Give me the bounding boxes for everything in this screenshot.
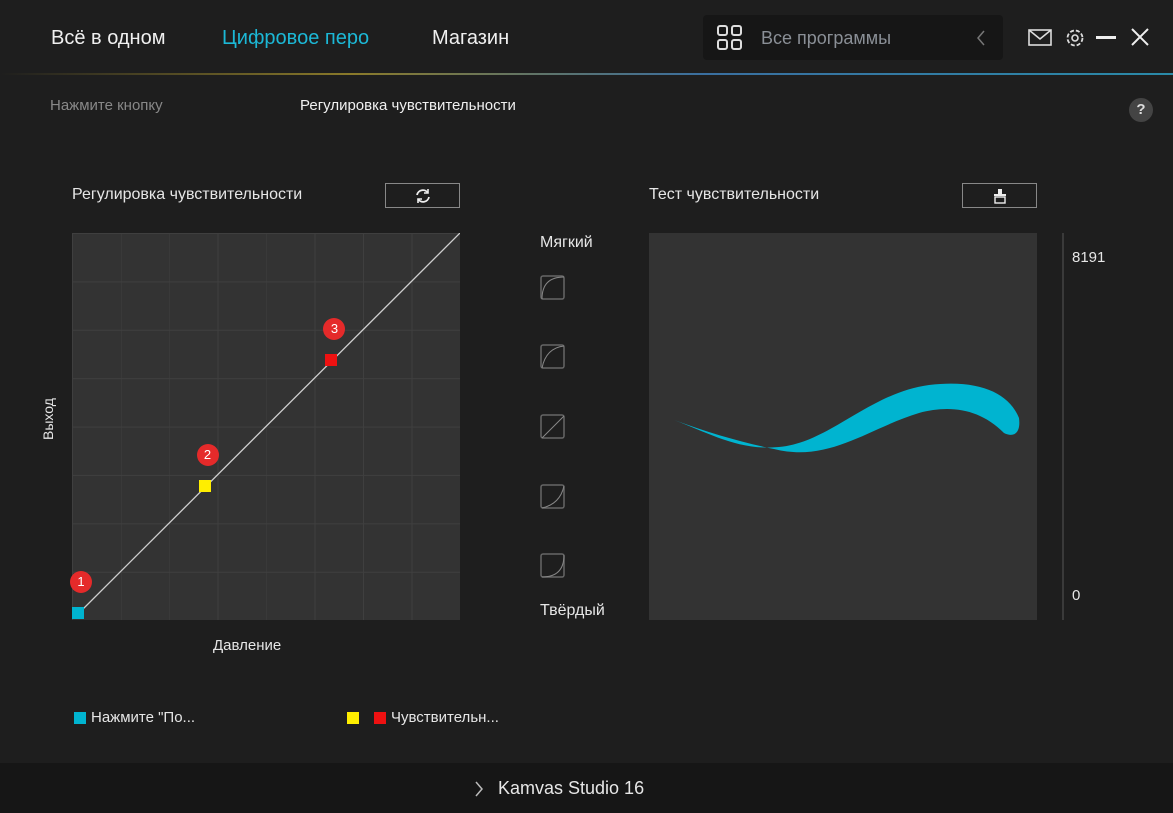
curve-preset-softest-icon[interactable] — [540, 275, 565, 300]
program-selector[interactable]: Все программы — [703, 15, 1003, 60]
legend-swatch-yellow — [347, 711, 359, 724]
chevron-right-icon — [475, 781, 483, 797]
chevron-left-icon[interactable] — [976, 30, 986, 46]
pressure-min: 0 — [1072, 587, 1081, 604]
control-point-badge: 2 — [196, 444, 219, 467]
legend-label: Нажмите "По... — [91, 709, 196, 726]
curve-control-point[interactable] — [198, 480, 211, 493]
program-selector-label: Все программы — [761, 28, 892, 48]
minimize-button[interactable] — [1096, 36, 1116, 39]
tab-digital-pen[interactable]: Цифровое перо — [222, 27, 370, 49]
reset-button[interactable] — [385, 183, 460, 208]
y-axis-label: Выход — [40, 398, 56, 440]
test-title: Тест чувствительности — [649, 186, 820, 203]
control-point-badge: 1 — [70, 571, 92, 593]
pressure-test-canvas[interactable] — [649, 233, 1037, 620]
control-point-badge: 3 — [323, 317, 346, 340]
test-stroke — [674, 383, 1020, 453]
gear-icon[interactable] — [1064, 27, 1086, 49]
curve-preset-soft-icon[interactable] — [540, 344, 565, 369]
subtab-press-button[interactable]: Нажмите кнопку — [50, 97, 163, 114]
device-name: Kamvas Studio 16 — [498, 778, 645, 798]
device-bar[interactable]: Kamvas Studio 16 — [0, 763, 1173, 813]
hard-label: Твёрдый — [540, 602, 605, 619]
legend-swatch-cyan — [74, 711, 86, 724]
curve-preset-linear-icon[interactable] — [540, 414, 565, 439]
soft-label: Мягкий — [540, 234, 593, 251]
help-button[interactable]: ? — [1129, 98, 1153, 122]
close-icon[interactable] — [1131, 28, 1149, 46]
tab-store[interactable]: Магазин — [432, 27, 510, 49]
mail-icon[interactable] — [1028, 29, 1052, 47]
curve-preset-hardest-icon[interactable] — [540, 553, 565, 578]
legend-label: Чувствительн... — [391, 709, 499, 726]
legend-sensitivity: Чувствительн... — [347, 709, 499, 726]
header-divider — [0, 73, 1173, 75]
curve-control-point[interactable] — [325, 353, 338, 366]
refresh-icon — [415, 188, 430, 203]
pressure-curve-graph[interactable] — [72, 233, 460, 620]
pressure-max: 8191 — [1072, 249, 1106, 266]
subtab-sensitivity[interactable]: Регулировка чувствительности — [300, 97, 516, 114]
curve-preset-hard-icon[interactable] — [540, 484, 565, 509]
brush-clear-icon — [993, 188, 1006, 204]
apps-grid-icon — [717, 25, 742, 50]
pressure-meter — [1062, 233, 1064, 620]
x-axis-label: Давление — [213, 637, 282, 654]
sensitivity-title: Регулировка чувствительности — [72, 186, 303, 203]
curve-control-point[interactable] — [72, 607, 84, 619]
legend-swatch-red — [374, 711, 386, 724]
pressure-curve-line — [77, 233, 460, 615]
tab-all-in-one[interactable]: Всё в одном — [51, 27, 166, 49]
legend-press-button: Нажмите "По... — [74, 709, 195, 726]
clear-button[interactable] — [962, 183, 1037, 208]
